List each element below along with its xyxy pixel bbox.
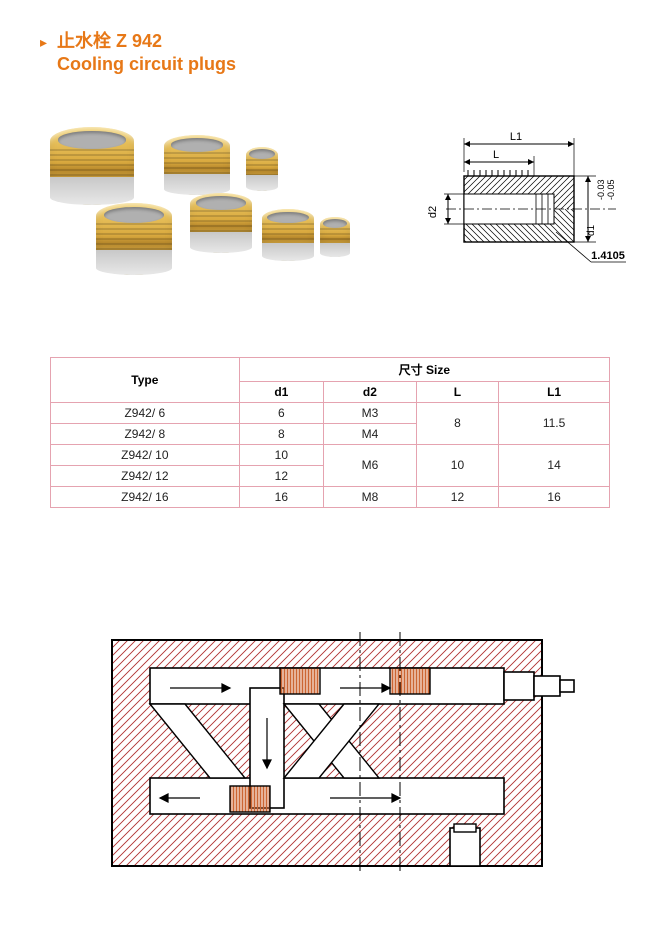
figure-row: L1 L [40,127,626,287]
th-l1: L1 [499,381,610,402]
table-row: Z942/ 6 6 M3 8 11.5 [51,402,610,423]
svg-text:-0.05: -0.05 [606,179,616,200]
label-material: 1.4105 [591,250,625,262]
brass-plug-icon [50,127,134,205]
table-row: Z942/ 10 10 M6 10 14 [51,444,610,465]
brass-plug-icon [262,209,314,261]
title-block: 止水栓 Z 942 Cooling circuit plugs [57,30,236,77]
th-type: Type [51,357,240,402]
brass-plug-icon [190,193,252,253]
brass-plug-icon [320,217,350,257]
th-size: 尺寸 Size [239,357,609,381]
header-arrow-icon: ▸ [40,34,47,51]
brass-plug-icon [164,135,230,195]
label-tolerance: -0.03 [596,179,606,200]
label-l: L [493,149,499,161]
table-row: Z942/ 16 16 M8 12 16 [51,486,610,507]
th-l: L [416,381,498,402]
brass-plug-icon [246,147,278,191]
size-table: Type 尺寸 Size d1 d2 L L1 Z942/ 6 6 M3 8 1… [50,357,610,508]
th-d1: d1 [239,381,323,402]
technical-drawing: L1 L [416,132,626,282]
th-d2: d2 [324,381,417,402]
label-d2: d2 [427,206,439,218]
title-chinese: 止水栓 Z 942 [57,30,236,53]
product-photo [40,127,340,287]
label-l1: L1 [510,132,522,143]
title-english: Cooling circuit plugs [57,53,236,76]
installation-schematic [100,628,590,878]
label-d1: d1 [586,224,597,236]
page-header: ▸ 止水栓 Z 942 Cooling circuit plugs [40,30,626,77]
brass-plug-icon [96,203,172,275]
